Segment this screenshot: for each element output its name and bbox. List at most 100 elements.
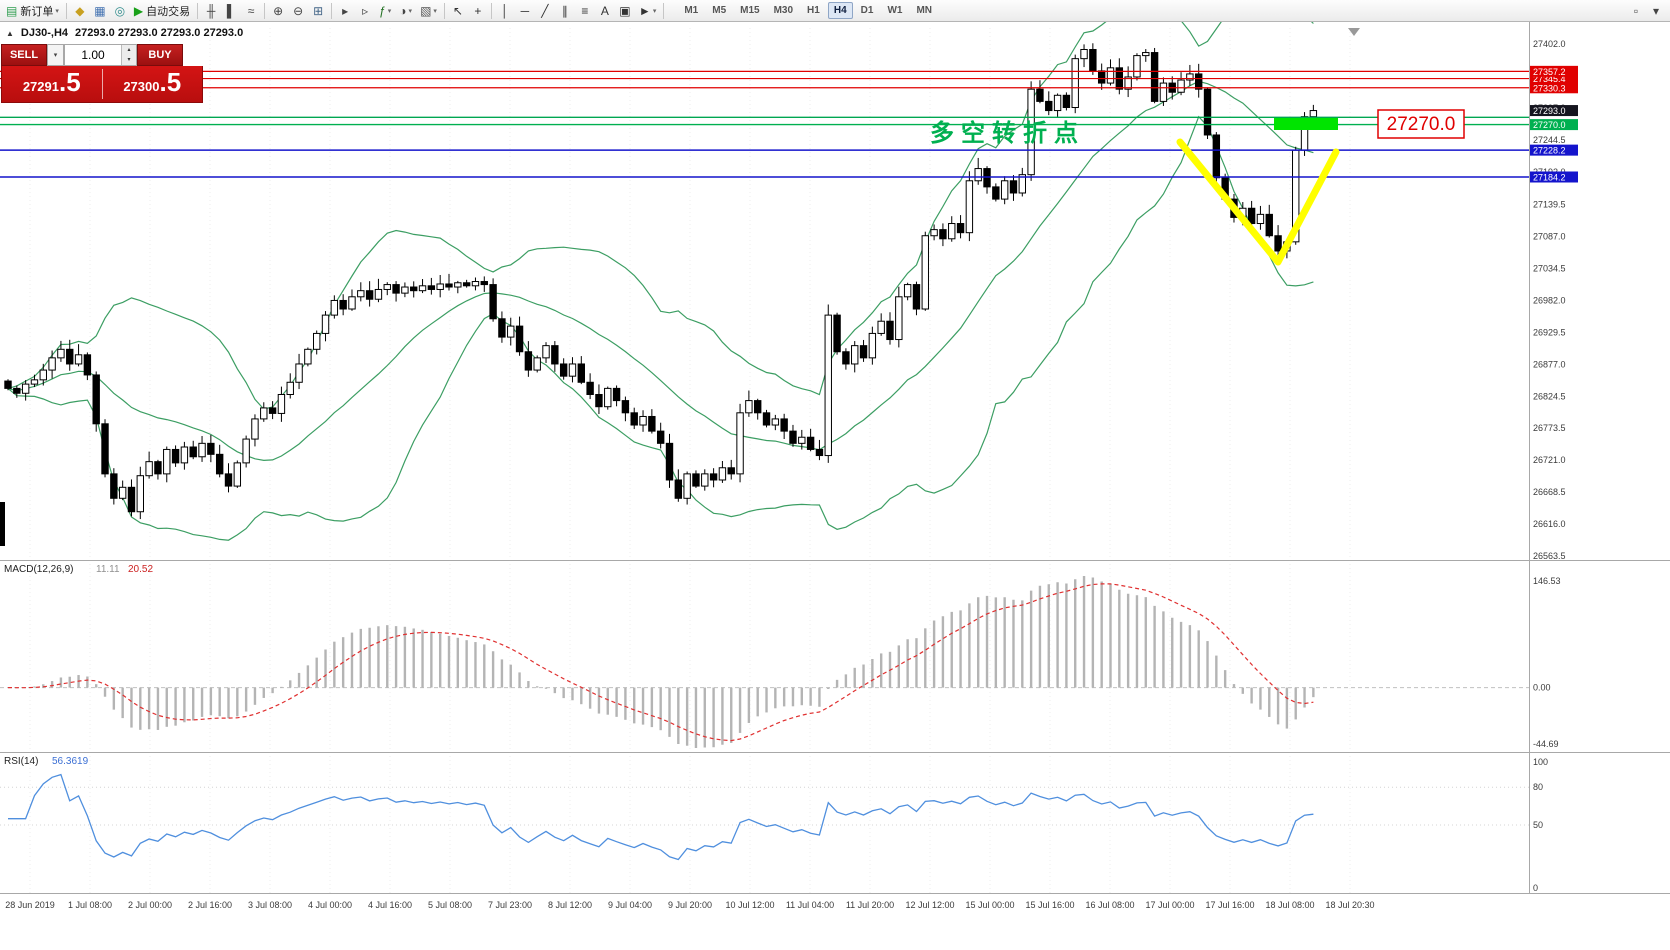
bull-candle	[21, 383, 30, 394]
zoom-in-icon-button[interactable]: ⊕	[269, 2, 287, 20]
timeframe-m5-button[interactable]: M5	[706, 2, 732, 19]
timeframe-mn-button[interactable]: MN	[910, 2, 938, 19]
indicators-icon-button[interactable]: ƒ ▾	[376, 2, 394, 20]
bear-candle	[621, 400, 630, 414]
timeframe-w1-button[interactable]: W1	[881, 2, 908, 19]
timeframe-h1-button[interactable]: H1	[801, 2, 826, 19]
main-toolbar: ▤ 新订单 ▾ ◆ ▦ ◎ ▶ 自动交易 ╫ ▌ ≈ ⊕ ⊖ ⊞ ▸ ▹ ƒ ▾ ◑ ▾ ▧ ▾ ↖ + │ ─ ╱ ∥ ≡ A ▣ ► ▾ M1…	[0, 0, 1670, 22]
highlight-bar	[1274, 118, 1338, 130]
v-shape-drawing	[1176, 138, 1340, 266]
timeframe-m30-button[interactable]: M30	[768, 2, 799, 19]
bear-candle	[612, 387, 621, 402]
zoom-out-icon-button[interactable]: ⊖	[289, 2, 307, 20]
bull-candle	[921, 235, 929, 310]
bull-candle	[401, 286, 409, 294]
bear-candle	[762, 412, 771, 426]
candlestick-chart-icon-button[interactable]: ▌	[222, 2, 240, 20]
bull-candle	[701, 473, 709, 487]
bear-candle	[1036, 88, 1044, 102]
volume-field: ▴ ▾	[64, 44, 137, 66]
web-request-icon-button[interactable]: ◎	[111, 2, 129, 20]
arrows-icon-button[interactable]: ► ▾	[636, 2, 659, 20]
new-order-button[interactable]: ▤ 新订单 ▾	[3, 2, 62, 20]
chart-shift-icon-button[interactable]: ▹	[356, 2, 374, 20]
bear-candle	[207, 442, 215, 455]
trendline-icon-button[interactable]: ╱	[536, 2, 554, 20]
fibonacci-icon-button[interactable]: ≡	[576, 2, 594, 20]
periods-icon-button[interactable]: ◑ ▾	[396, 2, 415, 20]
time-axis-label: 16 Jul 08:00	[1085, 900, 1134, 910]
macd-value-signal: 20.52	[128, 564, 153, 575]
indicators-icon-icon: ƒ	[379, 3, 386, 18]
bear-candle	[727, 467, 735, 475]
volume-input[interactable]	[65, 45, 121, 65]
line-chart-icon-button[interactable]: ≈	[242, 2, 260, 20]
price-tick-label: 26668.5	[1533, 487, 1566, 497]
price-level-badge	[1530, 171, 1578, 183]
caret-down-icon: ▾	[652, 7, 657, 15]
timeframe-m15-button[interactable]: M15	[734, 2, 765, 19]
symbol-name: DJ30-,H4	[20, 27, 68, 39]
bear-candle	[127, 486, 136, 513]
channel-icon-icon: ∥	[561, 3, 568, 18]
history-center-icon-button[interactable]: ◆	[71, 2, 89, 20]
toolbar-separator	[65, 2, 67, 19]
bear-candle	[489, 284, 497, 320]
auto-scroll-icon-button[interactable]: ▸	[336, 2, 354, 20]
bear-candle	[171, 448, 180, 464]
volume-increase-button[interactable]: ▴	[122, 45, 136, 55]
rsi-label: RSI(14)	[4, 756, 38, 767]
market-watch-icon-button[interactable]: ▦	[91, 2, 109, 20]
timeframe-m1-button[interactable]: M1	[678, 2, 704, 19]
channel-icon-button[interactable]: ∥	[556, 2, 574, 20]
crosshair-icon-icon: +	[474, 3, 482, 18]
timeframe-h4-button[interactable]: H4	[827, 2, 853, 19]
auto-trading-button[interactable]: ▶ 自动交易	[131, 2, 193, 20]
price-level-badge-text: 27293.0	[1533, 106, 1566, 116]
toolbar-overflow-icon-button[interactable]: ▾	[1647, 2, 1665, 20]
volume-decrease-button[interactable]: ▾	[122, 55, 136, 65]
bull-candle	[877, 320, 885, 334]
bear-candle	[1150, 52, 1159, 102]
trade-panel-caret-button[interactable]: ▾	[47, 44, 64, 66]
timeframe-d1-button[interactable]: D1	[855, 2, 880, 19]
text-icon-button[interactable]: A	[596, 2, 614, 20]
price-tick-label: 26616.0	[1533, 519, 1566, 529]
time-axis-label: 4 Jul 00:00	[308, 900, 352, 910]
bear-candle	[656, 430, 665, 444]
label-icon-button[interactable]: ▣	[616, 2, 634, 20]
bull-candle	[118, 486, 127, 499]
templates-icon-button[interactable]: ▧ ▾	[417, 2, 440, 20]
toolbar-separator	[443, 2, 445, 19]
cursor-icon-button[interactable]: ↖	[449, 2, 467, 20]
buy-button[interactable]: BUY	[137, 44, 183, 66]
bear-candle	[859, 345, 868, 359]
buy-price[interactable]: 27300.5	[103, 66, 203, 102]
vertical-line-icon-icon: │	[501, 3, 509, 18]
bull-candle	[533, 357, 541, 371]
chart-search-icon-button[interactable]: ▫	[1627, 2, 1645, 20]
toolbar-separator	[264, 2, 266, 19]
horizontal-line-icon-button[interactable]: ─	[516, 2, 534, 20]
cursor-icon-icon: ↖	[452, 3, 463, 18]
crosshair-icon-button[interactable]: +	[469, 2, 487, 20]
bull-candle	[1124, 76, 1132, 90]
bear-candle	[83, 354, 92, 376]
bull-candle	[163, 448, 171, 475]
bull-candle	[277, 393, 286, 414]
price-tick-label: 26721.0	[1533, 455, 1566, 465]
tile-windows-icon-button[interactable]: ⊞	[309, 2, 327, 20]
bear-candle	[365, 290, 374, 300]
bull-candle	[374, 288, 383, 300]
time-axis-label: 18 Jul 20:30	[1325, 900, 1374, 910]
sell-button[interactable]: SELL	[1, 44, 47, 66]
trade-panel-controls: SELL ▾ ▴ ▾ BUY	[1, 44, 203, 66]
time-axis-label: 17 Jul 16:00	[1205, 900, 1254, 910]
bull-candle	[304, 348, 312, 365]
bar-chart-icon-button[interactable]: ╫	[202, 2, 220, 20]
bull-candle	[48, 357, 56, 371]
vertical-line-icon-button[interactable]: │	[496, 2, 514, 20]
sell-price-main: 27291	[22, 79, 59, 94]
sell-price[interactable]: 27291.5	[2, 66, 102, 102]
